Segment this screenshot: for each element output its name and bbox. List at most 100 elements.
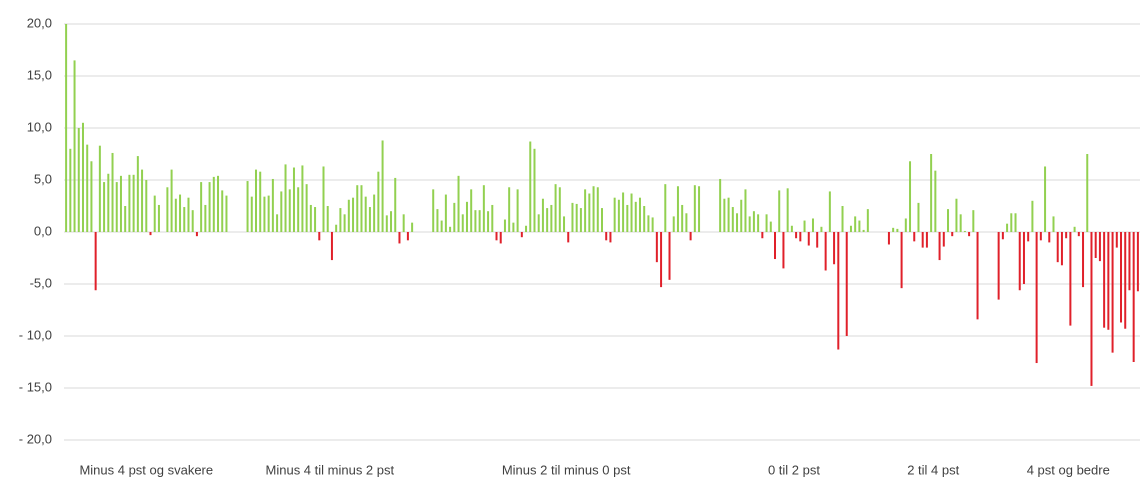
bar xyxy=(858,220,861,232)
bar xyxy=(1115,232,1118,248)
bar xyxy=(693,185,696,232)
bar xyxy=(757,214,760,232)
bar xyxy=(723,198,726,232)
bar xyxy=(77,128,80,232)
bar xyxy=(584,189,587,232)
group-label: 2 til 4 pst xyxy=(907,462,959,477)
bar xyxy=(212,176,215,232)
y-tick-label: - 10,0 xyxy=(19,327,52,342)
group-label: Minus 4 pst og svakere xyxy=(79,462,213,477)
bar xyxy=(1094,232,1097,258)
bar xyxy=(959,214,962,232)
bar xyxy=(170,169,173,232)
bar xyxy=(668,232,671,280)
bar xyxy=(951,232,954,237)
bar xyxy=(613,197,616,232)
bar xyxy=(816,232,819,248)
bar xyxy=(516,189,519,232)
bar xyxy=(647,215,650,232)
bar xyxy=(195,232,198,237)
bar xyxy=(398,232,401,244)
bar xyxy=(343,214,346,232)
bar xyxy=(491,204,494,232)
bar xyxy=(672,216,675,232)
bar xyxy=(588,193,591,232)
bar xyxy=(664,184,667,232)
bar xyxy=(254,169,257,232)
bar xyxy=(394,177,397,232)
bar xyxy=(685,213,688,232)
bar xyxy=(208,182,211,232)
bar xyxy=(807,232,810,246)
bar xyxy=(174,198,177,232)
bar xyxy=(1107,232,1110,330)
bar xyxy=(622,192,625,232)
bar xyxy=(297,187,300,232)
bar xyxy=(1001,232,1004,240)
bar xyxy=(820,226,823,232)
bar xyxy=(402,214,405,232)
bar xyxy=(913,232,916,242)
bar xyxy=(107,173,110,232)
bar xyxy=(115,182,118,232)
bar xyxy=(503,219,506,232)
bar xyxy=(390,211,393,232)
bar xyxy=(963,230,966,232)
bar xyxy=(689,232,692,241)
y-tick-label: 10,0 xyxy=(27,119,52,134)
bar xyxy=(909,161,912,232)
bar xyxy=(1060,232,1063,266)
bar xyxy=(326,206,329,232)
bar xyxy=(811,218,814,232)
bar xyxy=(1027,232,1030,242)
y-tick-label: - 15,0 xyxy=(19,379,52,394)
bar xyxy=(934,170,937,232)
y-tick-label: 0,0 xyxy=(34,223,52,238)
bar xyxy=(533,148,536,232)
bar xyxy=(364,196,367,232)
bar xyxy=(1018,232,1021,291)
bar xyxy=(284,164,287,232)
bar xyxy=(191,210,194,232)
bar xyxy=(942,232,945,247)
bar xyxy=(1120,232,1123,323)
bar xyxy=(698,186,701,232)
bar xyxy=(508,187,511,232)
bar xyxy=(377,171,380,232)
bar xyxy=(925,232,928,248)
bar xyxy=(1022,232,1025,284)
bar xyxy=(339,208,342,232)
bar xyxy=(845,232,848,336)
bar xyxy=(643,206,646,232)
bar xyxy=(609,232,612,243)
bar xyxy=(799,232,802,242)
bar xyxy=(217,175,220,232)
bar xyxy=(482,185,485,232)
bar xyxy=(900,232,903,289)
bar xyxy=(833,232,836,265)
bar xyxy=(828,191,831,232)
bar xyxy=(478,210,481,232)
bar xyxy=(65,24,68,232)
bar xyxy=(862,229,865,232)
bar xyxy=(638,197,641,232)
bar xyxy=(103,182,106,232)
bar xyxy=(976,232,979,320)
bar xyxy=(465,201,468,232)
bar xyxy=(225,195,228,232)
bar xyxy=(854,216,857,232)
bar xyxy=(385,215,388,232)
bar xyxy=(474,210,477,232)
bar xyxy=(309,204,312,232)
bar xyxy=(630,193,633,232)
bar xyxy=(453,202,456,232)
bar xyxy=(301,165,304,232)
bar xyxy=(368,207,371,232)
bar xyxy=(411,222,414,232)
group-label: 4 pst og bedre xyxy=(1027,462,1110,477)
bar xyxy=(1010,213,1013,232)
bar xyxy=(1082,232,1085,288)
bar xyxy=(765,214,768,232)
group-label: Minus 2 til minus 0 pst xyxy=(502,462,631,477)
